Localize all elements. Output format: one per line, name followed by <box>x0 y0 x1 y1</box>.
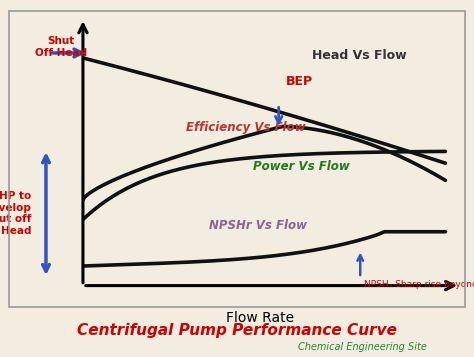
Text: NPSHr Vs Flow: NPSHr Vs Flow <box>209 219 307 232</box>
Text: BEP: BEP <box>286 75 313 88</box>
Text: Head Vs Flow: Head Vs Flow <box>312 49 407 62</box>
Text: Power Vs Flow: Power Vs Flow <box>253 160 350 173</box>
Text: Centrifugal Pump Performance Curve: Centrifugal Pump Performance Curve <box>77 323 397 338</box>
Text: BHP to
develop
Shut off
Head: BHP to develop Shut off Head <box>0 191 31 236</box>
Text: Shut
Off Head: Shut Off Head <box>35 36 87 58</box>
Text: Flow Rate: Flow Rate <box>227 311 294 325</box>
Text: Chemical Engineering Site: Chemical Engineering Site <box>298 342 427 352</box>
Text: NPSHₐ Sharp rise beyond BEP: NPSHₐ Sharp rise beyond BEP <box>364 281 474 290</box>
Text: Efficiency Vs Flow: Efficiency Vs Flow <box>186 121 306 134</box>
